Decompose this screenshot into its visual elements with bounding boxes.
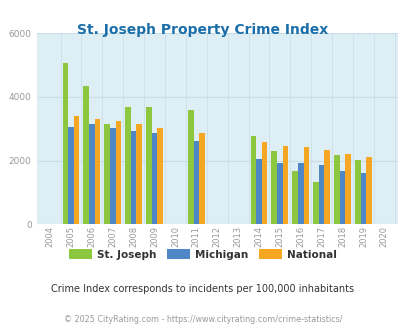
Bar — [157, 128, 163, 224]
Bar — [110, 128, 115, 224]
Bar — [303, 147, 309, 224]
Bar — [333, 154, 339, 224]
Bar — [354, 160, 360, 224]
Bar — [261, 143, 267, 224]
Bar — [199, 133, 204, 224]
Bar — [365, 157, 371, 224]
Text: Crime Index corresponds to incidents per 100,000 inhabitants: Crime Index corresponds to incidents per… — [51, 284, 354, 294]
Bar — [151, 133, 157, 224]
Legend: St. Joseph, Michigan, National: St. Joseph, Michigan, National — [65, 245, 340, 264]
Bar — [297, 163, 303, 224]
Bar — [130, 131, 136, 224]
Bar — [94, 119, 100, 224]
Bar — [324, 150, 329, 224]
Bar — [276, 163, 282, 224]
Bar — [312, 182, 318, 224]
Bar — [256, 159, 261, 224]
Bar — [146, 107, 151, 224]
Bar — [188, 110, 193, 224]
Bar — [104, 124, 110, 224]
Text: St. Joseph Property Crime Index: St. Joseph Property Crime Index — [77, 23, 328, 37]
Bar — [74, 116, 79, 224]
Bar — [68, 127, 74, 224]
Bar — [271, 151, 276, 224]
Bar — [193, 142, 199, 224]
Bar — [282, 146, 288, 224]
Bar — [62, 63, 68, 224]
Bar — [250, 136, 256, 224]
Bar — [345, 154, 350, 224]
Text: © 2025 CityRating.com - https://www.cityrating.com/crime-statistics/: © 2025 CityRating.com - https://www.city… — [64, 315, 341, 324]
Bar — [83, 86, 89, 224]
Bar — [292, 171, 297, 224]
Bar — [125, 107, 130, 224]
Bar — [89, 124, 94, 224]
Bar — [339, 171, 345, 224]
Bar — [115, 121, 121, 224]
Bar — [318, 165, 324, 224]
Bar — [360, 173, 365, 224]
Bar — [136, 124, 142, 224]
